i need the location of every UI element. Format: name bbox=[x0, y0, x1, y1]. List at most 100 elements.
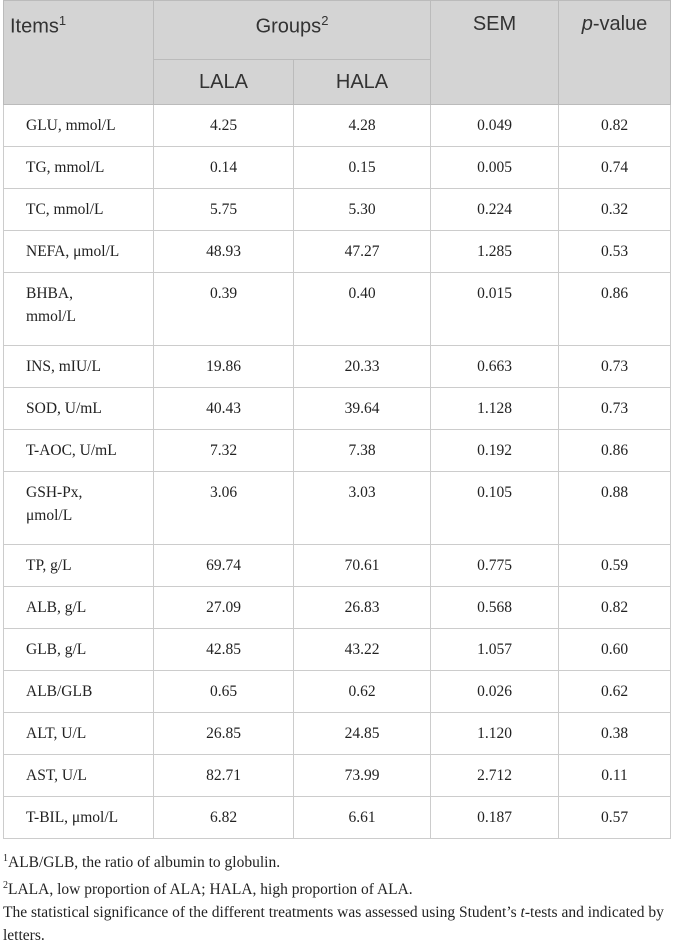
item-cell: ALB/GLB bbox=[3, 670, 154, 713]
value-cell: 0.15 bbox=[292, 146, 432, 189]
table-row: SOD, U/mL 40.43 39.64 1.128 0.73 bbox=[3, 387, 672, 430]
item-cell: ALB, g/L bbox=[3, 586, 154, 629]
value-cell: 0.82 bbox=[558, 104, 672, 147]
item-text: ALT, U/L bbox=[26, 725, 87, 742]
value-cell: 0.663 bbox=[430, 345, 560, 388]
value-cell: 7.38 bbox=[292, 429, 432, 472]
footnotes: 1ALB/GLB, the ratio of albumin to globul… bbox=[3, 847, 668, 947]
footnote-sup: 2 bbox=[3, 880, 8, 892]
table-row: BHBA, mmol/L 0.39 0.40 0.015 0.86 bbox=[3, 272, 672, 346]
item-cell: TG, mmol/L bbox=[3, 146, 154, 189]
table-row: ALB, g/L 27.09 26.83 0.568 0.82 bbox=[3, 586, 672, 629]
item-text: ALB, g/L bbox=[26, 599, 87, 616]
header-cell: Groups2 bbox=[152, 0, 432, 60]
header-text: -value bbox=[592, 13, 648, 35]
value-cell: 0.53 bbox=[558, 230, 672, 273]
item-cell: AST, U/L bbox=[3, 754, 154, 797]
footnote-text: LALA, low proportion of ALA; HALA, high … bbox=[8, 881, 413, 899]
value-cell: 1.057 bbox=[430, 628, 560, 671]
header-sup: 1 bbox=[58, 13, 67, 28]
value-cell: 40.43 bbox=[153, 387, 294, 430]
table-body: GLU, mmol/L 4.25 4.28 0.049 0.82 TG, mmol/L 0.… bbox=[3, 104, 672, 839]
value-cell: 0.57 bbox=[558, 796, 672, 839]
table-row: GSH-Px, μmol/L 3.06 3.03 0.105 0.88 bbox=[3, 471, 672, 545]
footnote-sup: 1 bbox=[3, 853, 8, 864]
data-table: Items1 Groups2 SEM p-value LALA HALA GLU… bbox=[3, 0, 672, 839]
item-cell: GSH-Px, μmol/L bbox=[3, 471, 154, 545]
value-cell: 6.61 bbox=[292, 796, 432, 839]
value-cell: 43.22 bbox=[292, 628, 432, 671]
value-cell: 2.712 bbox=[430, 754, 560, 797]
table-row: AST, U/L 82.71 73.99 2.712 0.11 bbox=[3, 754, 672, 797]
value-cell: 0.14 bbox=[153, 146, 294, 189]
value-cell: 6.82 bbox=[153, 796, 294, 839]
value-cell: 0.187 bbox=[430, 796, 560, 839]
item-text: T-AOC, U/mL bbox=[26, 442, 117, 459]
value-cell: 0.62 bbox=[558, 670, 672, 713]
item-cell: SOD, U/mL bbox=[3, 387, 154, 430]
header-sup: 2 bbox=[321, 13, 329, 28]
item-cell: BHBA, mmol/L bbox=[3, 272, 154, 346]
value-cell: 47.27 bbox=[292, 230, 432, 273]
item-text: BHBA, mmol/L bbox=[26, 285, 76, 325]
table-row: T-BIL, μmol/L 6.82 6.61 0.187 0.57 bbox=[3, 796, 672, 839]
value-cell: 0.026 bbox=[430, 670, 560, 713]
value-cell: 0.32 bbox=[558, 188, 672, 231]
item-text: GSH-Px, μmol/L bbox=[26, 484, 83, 524]
table-row: ALT, U/L 26.85 24.85 1.120 0.38 bbox=[3, 712, 672, 755]
value-cell: 0.59 bbox=[558, 544, 672, 587]
header-text: Groups bbox=[255, 15, 322, 38]
footnote: 1ALB/GLB, the ratio of albumin to globul… bbox=[3, 847, 668, 874]
item-text: TP, g/L bbox=[26, 557, 72, 574]
value-cell: 0.62 bbox=[292, 670, 432, 713]
table-row: NEFA, μmol/L 48.93 47.27 1.285 0.53 bbox=[3, 230, 672, 273]
value-cell: 48.93 bbox=[153, 230, 294, 273]
header-row: Items1 Groups2 SEM p-value bbox=[3, 0, 672, 105]
value-cell: 1.120 bbox=[430, 712, 560, 755]
value-cell: 1.285 bbox=[430, 230, 560, 273]
value-cell: 24.85 bbox=[292, 712, 432, 755]
item-text: TC, mmol/L bbox=[26, 201, 104, 218]
value-cell: 0.74 bbox=[558, 146, 672, 189]
value-cell: 39.64 bbox=[292, 387, 432, 430]
value-cell: 0.86 bbox=[558, 272, 672, 346]
value-cell: 42.85 bbox=[153, 628, 294, 671]
value-cell: 1.128 bbox=[430, 387, 560, 430]
value-cell: 0.73 bbox=[558, 387, 672, 430]
value-cell: 27.09 bbox=[153, 586, 294, 629]
value-cell: 82.71 bbox=[153, 754, 294, 797]
header-italic: p bbox=[581, 13, 593, 35]
value-cell: 0.65 bbox=[153, 670, 294, 713]
item-text: SOD, U/mL bbox=[26, 400, 102, 417]
value-cell: 70.61 bbox=[292, 544, 432, 587]
table-row: GLB, g/L 42.85 43.22 1.057 0.60 bbox=[3, 628, 672, 671]
value-cell: 0.775 bbox=[430, 544, 560, 587]
value-cell: 0.86 bbox=[558, 429, 672, 472]
header-cell: HALA bbox=[292, 59, 432, 105]
value-cell: 3.03 bbox=[292, 471, 432, 545]
header-row: LALA HALA bbox=[4, 59, 671, 105]
footnote-text: The statistical significance of the diff… bbox=[3, 904, 521, 922]
value-cell: 19.86 bbox=[153, 345, 294, 388]
item-text: ALB/GLB bbox=[26, 683, 93, 700]
value-cell: 0.049 bbox=[430, 104, 560, 147]
value-cell: 0.73 bbox=[558, 345, 672, 388]
header-text: Items bbox=[10, 15, 59, 38]
item-cell: ALT, U/L bbox=[3, 712, 154, 755]
item-text: GLB, g/L bbox=[26, 641, 87, 658]
item-text: TG, mmol/L bbox=[26, 159, 105, 176]
item-text: AST, U/L bbox=[26, 767, 87, 784]
value-cell: 0.39 bbox=[153, 272, 294, 346]
value-cell: 26.85 bbox=[153, 712, 294, 755]
table-row: TP, g/L 69.74 70.61 0.775 0.59 bbox=[3, 544, 672, 587]
item-text: GLU, mmol/L bbox=[26, 117, 116, 134]
value-cell: 5.30 bbox=[292, 188, 432, 231]
header-cell: SEM bbox=[430, 0, 560, 105]
table-row: T-AOC, U/mL 7.32 7.38 0.192 0.86 bbox=[3, 429, 672, 472]
value-cell: 0.60 bbox=[558, 628, 672, 671]
table-header: Items1 Groups2 SEM p-value LALA HALA bbox=[3, 0, 672, 105]
item-text: T-BIL, μmol/L bbox=[26, 809, 119, 826]
item-cell: T-BIL, μmol/L bbox=[3, 796, 154, 839]
footnote: The statistical significance of the diff… bbox=[3, 901, 668, 947]
